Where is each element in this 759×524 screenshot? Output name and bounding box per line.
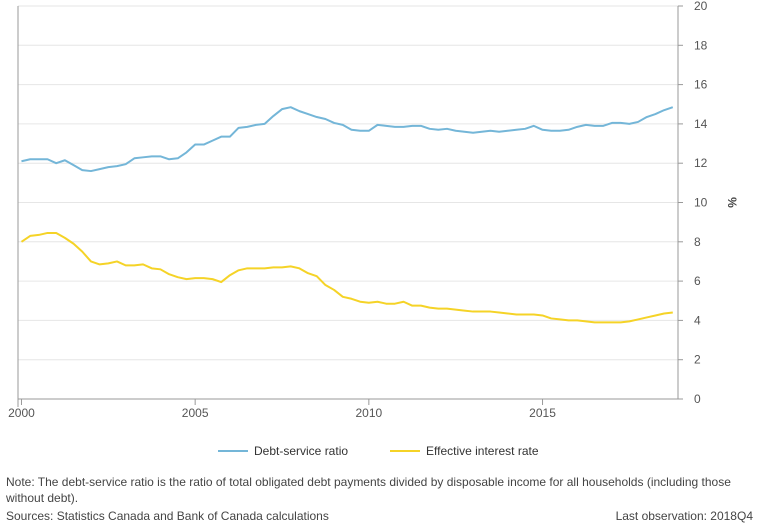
line-chart: 0 2 4 6 8 10 12 14 16 18 20 2000 2005 2010 2015 % Debt… [8,0,739,458]
legend-label: Debt-service ratio [254,444,348,458]
y-tick-label: 0 [694,392,701,406]
y-tick-label: 10 [694,196,708,210]
y-tick-label: 20 [694,0,708,13]
y-tick-label: 2 [694,353,701,367]
y-tick-label: 6 [694,274,701,288]
x-tick-label: 2010 [355,406,382,420]
y-tick-label: 14 [694,117,708,131]
y-tick-label: 12 [694,156,708,170]
series-line-effective-interest-rate [20,231,673,324]
chart-sources: Sources: Statistics Canada and Bank of C… [6,509,329,523]
axes [17,5,683,407]
y-tick-label: 8 [694,235,701,249]
y-tick-label: 16 [694,78,708,92]
legend: Debt-service ratio Effective interest rat… [218,444,539,458]
series-lines [20,106,674,324]
tick-labels: 0 2 4 6 8 10 12 14 16 18 20 2000 2005 2010 2015 [8,0,708,420]
last-observation: Last observation: 2018Q4 [615,509,753,523]
x-tick-label: 2005 [182,406,209,420]
y-tick-label: 18 [694,38,708,52]
legend-label: Effective interest rate [426,444,539,458]
x-tick-label: 2000 [8,406,35,420]
y-axis-unit-label: % [725,197,739,208]
y-tick-label: 4 [694,313,701,327]
gridlines [18,5,678,400]
chart-note: Note: The debt-service ratio is the rati… [6,475,731,505]
series-line-debt-service-ratio [21,106,674,173]
x-tick-label: 2015 [529,406,556,420]
